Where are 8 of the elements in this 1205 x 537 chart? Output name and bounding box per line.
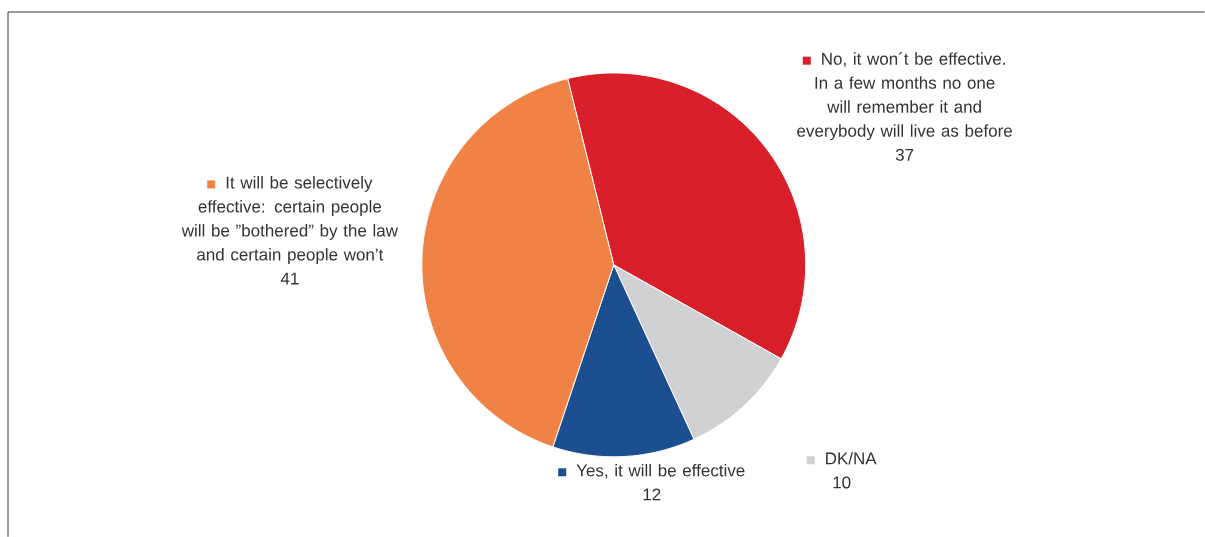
data-label: 12 [643,488,661,501]
legend-label: Yes, it will be effective [576,463,745,479]
data-label: 41 [280,272,299,285]
data-label: 10 [833,476,851,489]
legend-label: No, it won´t be effective. In a few months no one will remember it and everybody will live as before [797,52,1012,141]
legend-label: DK/NA [826,451,877,465]
legend-label: It will be selectively effective: certain people will be ”bothered” by the law and certain people won’t [181,176,399,264]
data-label: 37 [895,148,914,161]
